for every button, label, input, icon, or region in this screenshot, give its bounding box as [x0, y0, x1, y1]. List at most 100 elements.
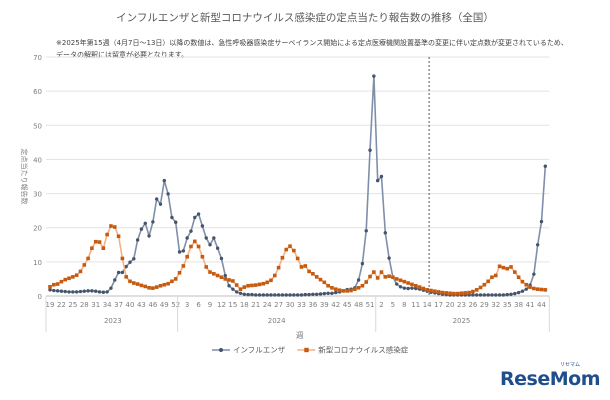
year-label: 2024 — [268, 317, 286, 325]
data-point — [177, 270, 182, 275]
data-point — [120, 270, 125, 275]
data-point — [452, 291, 456, 296]
data-point — [231, 279, 235, 283]
data-point — [147, 286, 151, 290]
x-tick-label: 25 — [68, 301, 77, 309]
data-point — [139, 227, 144, 231]
x-tick-label: 18 — [240, 301, 249, 309]
data-point — [356, 286, 361, 290]
data-point — [97, 290, 102, 294]
data-point — [520, 279, 525, 284]
data-point — [212, 272, 216, 276]
data-point — [387, 256, 391, 260]
data-point — [242, 285, 247, 289]
data-point — [250, 292, 254, 297]
data-point — [147, 234, 151, 238]
data-point — [124, 264, 128, 269]
data-point — [402, 279, 407, 284]
x-tick-label: 37 — [114, 301, 123, 309]
data-point — [227, 284, 231, 288]
data-point — [272, 273, 277, 278]
data-point — [154, 285, 159, 289]
x-tick-label: 22 — [57, 301, 66, 309]
data-point — [292, 293, 296, 297]
data-point — [86, 256, 90, 261]
data-point — [177, 250, 182, 254]
data-point — [151, 286, 155, 290]
data-point — [151, 220, 155, 224]
data-point — [162, 178, 166, 183]
chart-note-line-2: データの解釈には留意が必要となります。 — [56, 51, 189, 59]
data-point — [535, 243, 540, 247]
data-point — [158, 283, 163, 288]
data-point — [509, 292, 513, 296]
year-label: 2025 — [453, 317, 471, 325]
data-point — [414, 286, 418, 291]
data-point — [295, 293, 300, 297]
data-point — [170, 215, 174, 220]
data-point — [166, 281, 170, 286]
x-tick-label: 43 — [137, 301, 146, 309]
data-point — [292, 248, 296, 253]
data-point — [254, 293, 258, 297]
data-point — [219, 275, 224, 280]
data-point — [307, 292, 311, 297]
data-point — [116, 270, 121, 275]
data-point — [128, 260, 132, 264]
data-point — [48, 284, 52, 289]
data-point — [421, 286, 426, 291]
data-point — [143, 221, 147, 225]
chart-title: インフルエンザと新型コロナウイルス感染症の定点当たり報告数の推移（全国） — [116, 12, 494, 24]
data-point — [246, 283, 250, 288]
data-point — [128, 279, 132, 284]
x-tick-label: 2 — [379, 301, 383, 309]
data-point — [135, 282, 140, 286]
data-point — [356, 278, 361, 282]
data-point — [238, 291, 243, 295]
legend-label: インフルエンザ — [233, 346, 286, 355]
data-point — [394, 277, 399, 281]
x-tick-label: 6 — [196, 301, 201, 309]
data-point — [429, 288, 433, 293]
data-point — [212, 236, 216, 240]
data-point — [345, 289, 349, 293]
data-point — [474, 288, 479, 292]
logo-subtext: リセマム — [559, 362, 580, 368]
data-point — [497, 293, 502, 297]
data-point — [166, 192, 170, 196]
legend-marker-square-icon — [304, 347, 309, 353]
data-point — [471, 289, 475, 294]
data-point — [246, 292, 250, 297]
data-point — [387, 274, 391, 278]
x-tick-label: 26 — [468, 301, 477, 309]
data-point — [132, 281, 136, 285]
data-point — [295, 256, 300, 261]
data-point — [364, 280, 369, 284]
data-point — [368, 274, 372, 279]
y-tick-label: 40 — [33, 156, 42, 164]
data-point — [63, 289, 67, 294]
data-point — [273, 293, 277, 297]
data-point — [196, 244, 201, 249]
data-point — [433, 289, 437, 294]
x-tick-label: 8 — [402, 301, 406, 309]
data-point — [261, 281, 266, 286]
data-point — [189, 229, 193, 233]
data-point — [55, 282, 60, 286]
x-tick-label: 38 — [514, 301, 523, 309]
x-tick-label: 14 — [423, 301, 432, 309]
data-point — [535, 287, 540, 291]
data-point — [280, 255, 285, 260]
data-point — [482, 293, 487, 297]
x-tick-label: 39 — [320, 301, 329, 309]
data-point — [299, 265, 304, 269]
data-point — [192, 239, 197, 244]
data-point — [440, 290, 445, 295]
data-point — [410, 286, 414, 290]
data-point — [238, 287, 243, 291]
data-point — [398, 285, 403, 289]
x-tick-label: 28 — [80, 301, 89, 309]
data-point — [505, 266, 509, 271]
data-point — [135, 238, 140, 242]
y-tick-label: 50 — [33, 122, 42, 130]
